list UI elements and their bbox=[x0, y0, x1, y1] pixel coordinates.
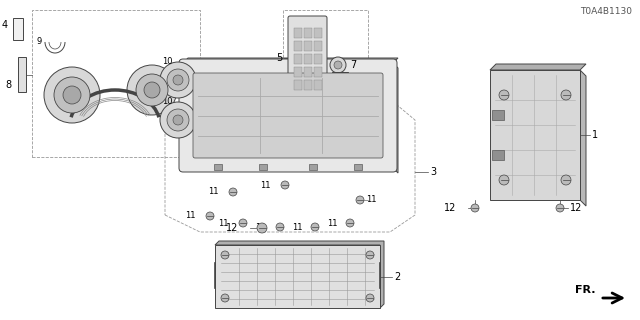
Bar bbox=[215, 245, 380, 308]
Circle shape bbox=[356, 196, 364, 204]
Polygon shape bbox=[183, 58, 398, 63]
Circle shape bbox=[206, 212, 214, 220]
Text: 10: 10 bbox=[162, 58, 173, 67]
Polygon shape bbox=[580, 70, 586, 206]
Text: 12: 12 bbox=[226, 223, 238, 233]
Text: 8: 8 bbox=[6, 80, 12, 90]
Circle shape bbox=[499, 90, 509, 100]
Bar bbox=[294, 67, 302, 77]
Text: T0A4B1130: T0A4B1130 bbox=[580, 7, 632, 17]
Text: 12: 12 bbox=[444, 203, 456, 213]
Polygon shape bbox=[393, 63, 398, 173]
Bar bbox=[304, 80, 312, 90]
Text: 12: 12 bbox=[570, 203, 582, 213]
Circle shape bbox=[471, 204, 479, 212]
Bar bbox=[304, 28, 312, 38]
Circle shape bbox=[54, 77, 90, 113]
Circle shape bbox=[221, 251, 229, 259]
Bar bbox=[294, 28, 302, 38]
Bar bbox=[314, 28, 322, 38]
FancyBboxPatch shape bbox=[179, 59, 397, 172]
Circle shape bbox=[63, 86, 81, 104]
Circle shape bbox=[167, 109, 189, 131]
Circle shape bbox=[346, 219, 354, 227]
Bar bbox=[18, 57, 26, 92]
Text: 6: 6 bbox=[352, 77, 358, 87]
Circle shape bbox=[281, 181, 289, 189]
Circle shape bbox=[366, 251, 374, 259]
Bar bbox=[314, 67, 322, 77]
Bar bbox=[13, 18, 23, 40]
Circle shape bbox=[136, 74, 168, 106]
Text: 11: 11 bbox=[366, 196, 376, 204]
Bar bbox=[304, 41, 312, 51]
Text: 10: 10 bbox=[162, 98, 173, 107]
Text: 11: 11 bbox=[218, 219, 229, 228]
Bar bbox=[309, 164, 317, 170]
Text: 11: 11 bbox=[328, 219, 338, 228]
Text: FR.: FR. bbox=[575, 285, 596, 295]
Text: 1: 1 bbox=[592, 130, 598, 140]
Text: 11: 11 bbox=[260, 180, 271, 189]
Circle shape bbox=[160, 62, 196, 98]
Bar bbox=[314, 41, 322, 51]
Text: 7: 7 bbox=[350, 60, 356, 70]
Circle shape bbox=[311, 223, 319, 231]
Bar bbox=[314, 80, 322, 90]
Polygon shape bbox=[490, 64, 586, 70]
FancyBboxPatch shape bbox=[193, 73, 383, 158]
Bar bbox=[304, 67, 312, 77]
Circle shape bbox=[44, 67, 100, 123]
Circle shape bbox=[160, 102, 196, 138]
Circle shape bbox=[366, 294, 374, 302]
Circle shape bbox=[561, 90, 571, 100]
Circle shape bbox=[330, 57, 346, 73]
Bar bbox=[294, 80, 302, 90]
Circle shape bbox=[276, 223, 284, 231]
Text: 11: 11 bbox=[209, 188, 219, 196]
Circle shape bbox=[229, 188, 237, 196]
Circle shape bbox=[334, 61, 342, 69]
Text: 5: 5 bbox=[276, 53, 282, 63]
Text: 3: 3 bbox=[430, 167, 436, 177]
Text: 11: 11 bbox=[186, 212, 196, 220]
Bar bbox=[490, 70, 580, 200]
Bar bbox=[492, 150, 504, 160]
Text: 9: 9 bbox=[36, 37, 42, 46]
Circle shape bbox=[239, 219, 247, 227]
Bar bbox=[354, 164, 362, 170]
Bar bbox=[304, 54, 312, 64]
Circle shape bbox=[144, 82, 160, 98]
Text: 11: 11 bbox=[292, 222, 303, 231]
Text: 11: 11 bbox=[255, 222, 266, 231]
Bar bbox=[294, 54, 302, 64]
Bar bbox=[492, 110, 504, 120]
Circle shape bbox=[257, 223, 267, 233]
Bar bbox=[214, 164, 222, 170]
Circle shape bbox=[221, 294, 229, 302]
FancyBboxPatch shape bbox=[288, 16, 327, 100]
Circle shape bbox=[499, 175, 509, 185]
Circle shape bbox=[127, 65, 177, 115]
Circle shape bbox=[556, 204, 564, 212]
Circle shape bbox=[561, 175, 571, 185]
Bar bbox=[314, 54, 322, 64]
Bar bbox=[294, 41, 302, 51]
Bar bbox=[259, 164, 267, 170]
Circle shape bbox=[173, 75, 183, 85]
Text: 4: 4 bbox=[2, 20, 8, 30]
Circle shape bbox=[173, 115, 183, 125]
Bar bbox=[332, 72, 348, 92]
Polygon shape bbox=[215, 241, 384, 308]
Bar bbox=[283, 10, 368, 105]
Circle shape bbox=[167, 69, 189, 91]
Text: 2: 2 bbox=[394, 272, 400, 282]
